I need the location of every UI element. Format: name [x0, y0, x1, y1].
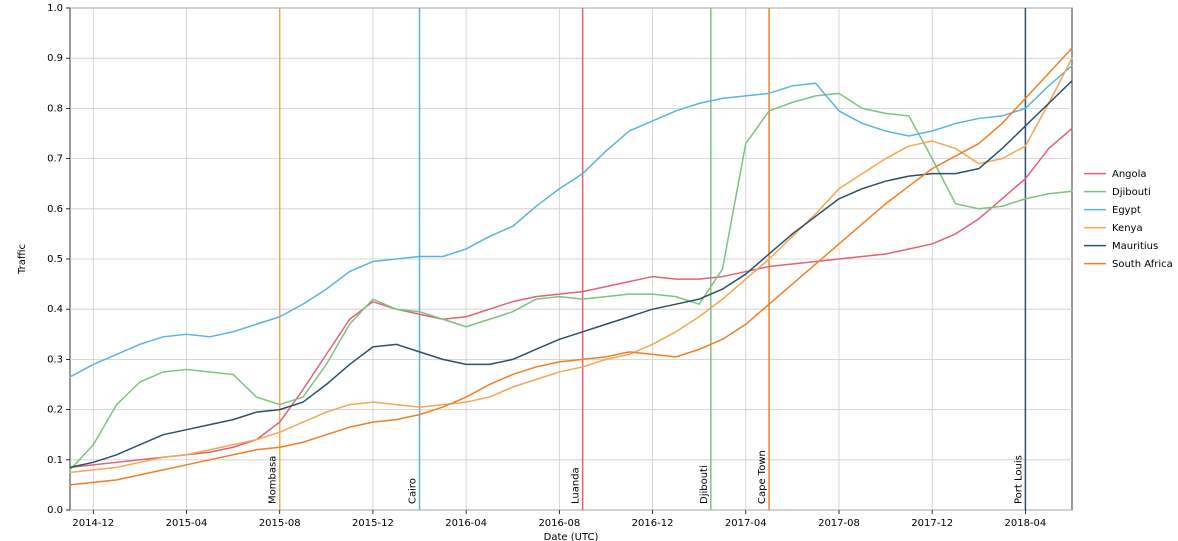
legend-label: Djibouti [1112, 187, 1151, 198]
x-tick-label: 2014-12 [72, 518, 114, 529]
x-tick-label: 2015-08 [259, 518, 301, 529]
y-tick-label: 0.3 [47, 354, 63, 365]
y-tick-label: 0.0 [47, 505, 63, 516]
event-vline-label: Cape Town [757, 450, 768, 504]
event-vline-label: Port Louis [1013, 455, 1024, 504]
y-axis-label: Traffic [17, 244, 28, 275]
x-tick-label: 2015-04 [166, 518, 208, 529]
y-tick-label: 0.6 [47, 204, 63, 215]
traffic-chart-container: 0.0 0.1 0.2 0.3 0.4 0.5 0.6 0.7 0.8 0.9 1.0 2014-12… [0, 0, 1178, 541]
y-tick-label: 1.0 [47, 3, 63, 14]
legend-label: Egypt [1112, 205, 1141, 216]
y-tick-label: 0.7 [47, 154, 63, 165]
event-vline-label: Mombasa [268, 456, 279, 504]
y-tick-label: 0.1 [47, 455, 63, 466]
y-tick-label: 0.4 [47, 304, 63, 315]
y-tick-label: 0.5 [47, 254, 63, 265]
x-tick-label: 2016-04 [445, 518, 487, 529]
y-tick-label: 0.2 [47, 405, 63, 416]
x-tick-label: 2016-08 [538, 518, 580, 529]
x-tick-label: 2017-12 [911, 518, 953, 529]
x-tick-label: 2017-08 [818, 518, 860, 529]
x-tick-label: 2015-12 [352, 518, 394, 529]
x-tick-label: 2016-12 [632, 518, 674, 529]
legend-label: Angola [1112, 169, 1147, 180]
y-tick-label: 0.8 [47, 103, 63, 114]
legend-label: South Africa [1112, 259, 1173, 270]
event-vline-label: Djibouti [699, 465, 710, 504]
event-vline-label: Cairo [408, 478, 419, 504]
y-tick-label: 0.9 [47, 53, 63, 64]
legend-label: Kenya [1112, 223, 1143, 234]
legend-label: Mauritius [1112, 241, 1158, 252]
traffic-line-chart: 0.0 0.1 0.2 0.3 0.4 0.5 0.6 0.7 0.8 0.9 1.0 2014-12… [0, 0, 1178, 541]
x-axis-label: Date (UTC) [544, 532, 599, 541]
event-vline-label: Luanda [571, 467, 582, 504]
x-tick-label: 2017-04 [725, 518, 767, 529]
x-tick-label: 2018-04 [1004, 518, 1046, 529]
